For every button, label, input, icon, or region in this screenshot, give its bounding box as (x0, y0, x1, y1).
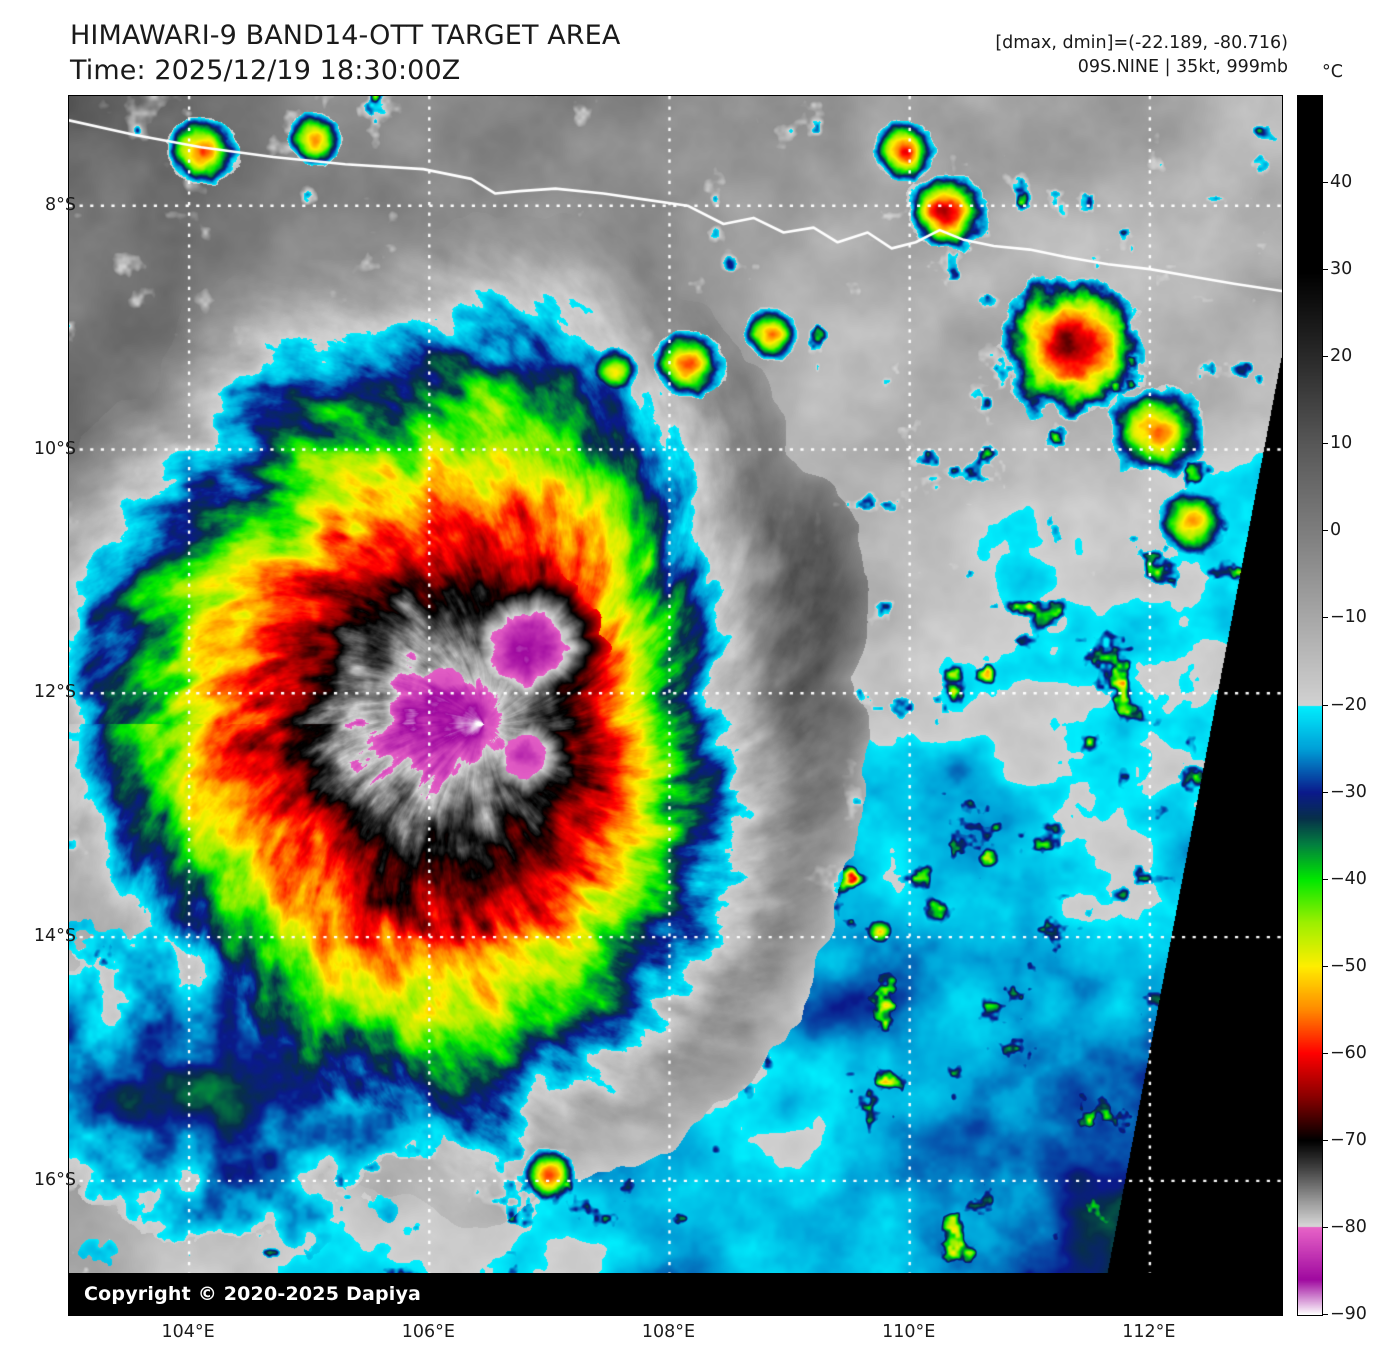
latitude-tick-label: 16°S (33, 1169, 76, 1190)
colorbar-tick-label: −50 (1330, 955, 1367, 976)
colorbar-unit-label: °C (1322, 62, 1343, 82)
storm-info-label: 09S.NINE | 35kt, 999mb (1077, 56, 1288, 77)
colorbar-tick-label: −90 (1330, 1304, 1367, 1324)
colorbar-tick-mark (1322, 878, 1328, 880)
temperature-colorbar[interactable] (1297, 95, 1323, 1316)
colorbar-tick-mark (1322, 617, 1328, 619)
timestamp-label: Time: 2025/12/19 18:30:00Z (70, 55, 461, 87)
colorbar-tick-label: −10 (1330, 607, 1367, 628)
colorbar-tick-mark (1322, 356, 1328, 358)
longitude-tick-label: 110°E (882, 1322, 936, 1342)
colorbar-tick-mark (1322, 1139, 1328, 1141)
latitude-tick-label: 8°S (45, 194, 76, 215)
copyright-label: Copyright © 2020-2025 Dapiya (69, 1273, 1282, 1315)
colorbar-tick-label: 20 (1330, 346, 1353, 367)
infrared-heatmap-canvas (69, 96, 1282, 1315)
colorbar-tick-label: −40 (1330, 868, 1367, 889)
longitude-tick-label: 104°E (161, 1322, 215, 1342)
page-title: HIMAWARI-9 BAND14-OTT TARGET AREA (70, 20, 621, 51)
colorbar-tick-mark (1322, 530, 1328, 532)
colorbar-tick-mark (1322, 791, 1328, 793)
colorbar-tick-label: −70 (1330, 1129, 1367, 1150)
latitude-tick-label: 14°S (33, 926, 76, 947)
colorbar-tick-mark (1322, 965, 1328, 967)
colorbar-tick-label: 30 (1330, 259, 1353, 280)
colorbar-tick-mark (1322, 182, 1328, 184)
colorbar-tick-label: 40 (1330, 172, 1353, 193)
colorbar-tick-label: −80 (1330, 1216, 1367, 1237)
colorbar-tick-label: −60 (1330, 1042, 1367, 1063)
colorbar-gradient (1298, 96, 1322, 1315)
latitude-tick-label: 12°S (33, 682, 76, 703)
colorbar-tick-mark (1322, 1226, 1328, 1228)
colorbar-tick-label: 0 (1330, 520, 1342, 541)
colorbar-tick-label: −30 (1330, 781, 1367, 802)
satellite-image-plot[interactable]: Copyright © 2020-2025 Dapiya (68, 95, 1283, 1316)
colorbar-tick-mark (1322, 269, 1328, 271)
metadata-block: [dmax, dmin]=(-22.189, -80.716) 09S.NINE… (995, 32, 1288, 79)
dminmax-label: [dmax, dmin]=(-22.189, -80.716) (995, 33, 1288, 53)
colorbar-tick-mark (1322, 704, 1328, 706)
colorbar-tick-mark (1322, 443, 1328, 445)
colorbar-tick-label: −20 (1330, 694, 1367, 715)
colorbar-tick-mark (1322, 1314, 1328, 1315)
longitude-tick-label: 112°E (1122, 1322, 1176, 1342)
title-block: HIMAWARI-9 BAND14-OTT TARGET AREA Time: … (70, 18, 620, 88)
longitude-tick-label: 106°E (401, 1322, 455, 1342)
latitude-tick-label: 10°S (33, 438, 76, 459)
colorbar-tick-label: 10 (1330, 433, 1353, 454)
colorbar-tick-mark (1322, 1052, 1328, 1054)
longitude-tick-label: 108°E (641, 1322, 696, 1342)
